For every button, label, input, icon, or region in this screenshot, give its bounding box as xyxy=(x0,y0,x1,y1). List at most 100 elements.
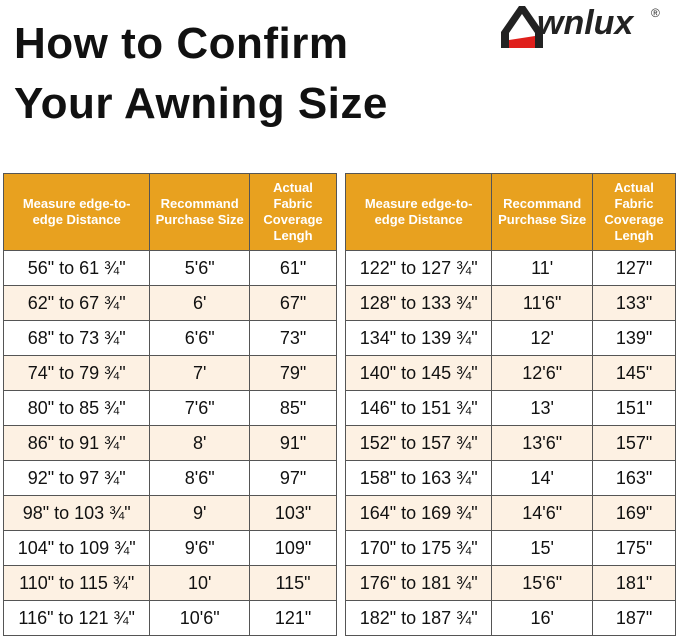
page-title: How to Confirm Your Awning Size xyxy=(14,14,388,134)
table-row: 98" to 103 ¾" 9' 103" xyxy=(2,495,337,531)
coverage-cell: 139" xyxy=(592,320,676,356)
coverage-cell: 145" xyxy=(592,355,676,391)
header-purchase-size: Recommand Purchase Size xyxy=(491,173,594,251)
distance-cell: 116" to 121 ¾" xyxy=(2,600,151,636)
coverage-cell: 61" xyxy=(249,250,337,286)
coverage-cell: 97" xyxy=(249,460,337,496)
table-row: 146" to 151 ¾" 13' 151" xyxy=(344,390,676,426)
purchase-size-cell: 10' xyxy=(149,565,251,601)
table-row: 182" to 187 ¾" 16' 187" xyxy=(344,600,676,636)
header-distance: Measure edge-to-edge Distance xyxy=(2,173,151,251)
table-row: 104" to 109 ¾" 9'6" 109" xyxy=(2,530,337,566)
table-row: 86" to 91 ¾" 8' 91" xyxy=(2,425,337,461)
table-row: 116" to 121 ¾" 10'6" 121" xyxy=(2,600,337,636)
distance-cell: 128" to 133 ¾" xyxy=(344,285,493,321)
table-row: 110" to 115 ¾" 10' 115" xyxy=(2,565,337,601)
purchase-size-cell: 6'6" xyxy=(149,320,251,356)
purchase-size-cell: 11' xyxy=(491,250,594,286)
awnlux-logo: wnlux ® xyxy=(497,2,677,52)
coverage-cell: 133" xyxy=(592,285,676,321)
header-coverage: Actual Fabric Coverage Lengh xyxy=(592,173,676,251)
distance-cell: 92" to 97 ¾" xyxy=(2,460,151,496)
distance-cell: 164" to 169 ¾" xyxy=(344,495,493,531)
distance-cell: 110" to 115 ¾" xyxy=(2,565,151,601)
header-purchase-size: Recommand Purchase Size xyxy=(149,173,251,251)
purchase-size-cell: 11'6" xyxy=(491,285,594,321)
table-row: 56" to 61 ¾" 5'6" 61" xyxy=(2,250,337,286)
purchase-size-cell: 5'6" xyxy=(149,250,251,286)
coverage-cell: 103" xyxy=(249,495,337,531)
table-row: 134" to 139 ¾" 12' 139" xyxy=(344,320,676,356)
purchase-size-cell: 12' xyxy=(491,320,594,356)
distance-cell: 56" to 61 ¾" xyxy=(2,250,151,286)
distance-cell: 134" to 139 ¾" xyxy=(344,320,493,356)
size-table-left: Measure edge-to-edge Distance Recommand … xyxy=(2,173,337,636)
coverage-cell: 79" xyxy=(249,355,337,391)
coverage-cell: 121" xyxy=(249,600,337,636)
table-row: 74" to 79 ¾" 7' 79" xyxy=(2,355,337,391)
title-line-2: Your Awning Size xyxy=(14,79,388,128)
distance-cell: 176" to 181 ¾" xyxy=(344,565,493,601)
table-row: 176" to 181 ¾" 15'6" 181" xyxy=(344,565,676,601)
purchase-size-cell: 9'6" xyxy=(149,530,251,566)
table-row: 170" to 175 ¾" 15' 175" xyxy=(344,530,676,566)
distance-cell: 140" to 145 ¾" xyxy=(344,355,493,391)
table-row: 158" to 163 ¾" 14' 163" xyxy=(344,460,676,496)
purchase-size-cell: 15' xyxy=(491,530,594,566)
purchase-size-cell: 7'6" xyxy=(149,390,251,426)
distance-cell: 98" to 103 ¾" xyxy=(2,495,151,531)
purchase-size-cell: 9' xyxy=(149,495,251,531)
table-row: 122" to 127 ¾" 11' 127" xyxy=(344,250,676,286)
coverage-cell: 67" xyxy=(249,285,337,321)
table-row: 80" to 85 ¾" 7'6" 85" xyxy=(2,390,337,426)
table-row: 68" to 73 ¾" 6'6" 73" xyxy=(2,320,337,356)
coverage-cell: 127" xyxy=(592,250,676,286)
purchase-size-cell: 12'6" xyxy=(491,355,594,391)
header-coverage: Actual Fabric Coverage Lengh xyxy=(249,173,337,251)
purchase-size-cell: 8' xyxy=(149,425,251,461)
purchase-size-cell: 7' xyxy=(149,355,251,391)
distance-cell: 104" to 109 ¾" xyxy=(2,530,151,566)
coverage-cell: 85" xyxy=(249,390,337,426)
coverage-cell: 157" xyxy=(592,425,676,461)
purchase-size-cell: 13'6" xyxy=(491,425,594,461)
distance-cell: 86" to 91 ¾" xyxy=(2,425,151,461)
coverage-cell: 169" xyxy=(592,495,676,531)
distance-cell: 152" to 157 ¾" xyxy=(344,425,493,461)
coverage-cell: 175" xyxy=(592,530,676,566)
purchase-size-cell: 8'6" xyxy=(149,460,251,496)
distance-cell: 68" to 73 ¾" xyxy=(2,320,151,356)
table-row: 128" to 133 ¾" 11'6" 133" xyxy=(344,285,676,321)
size-table-right: Measure edge-to-edge Distance Recommand … xyxy=(344,173,676,636)
registered-mark: ® xyxy=(651,6,660,20)
table-row: 62" to 67 ¾" 6' 67" xyxy=(2,285,337,321)
coverage-cell: 187" xyxy=(592,600,676,636)
purchase-size-cell: 13' xyxy=(491,390,594,426)
distance-cell: 146" to 151 ¾" xyxy=(344,390,493,426)
distance-cell: 158" to 163 ¾" xyxy=(344,460,493,496)
coverage-cell: 151" xyxy=(592,390,676,426)
table-row: 164" to 169 ¾" 14'6" 169" xyxy=(344,495,676,531)
table-row: 92" to 97 ¾" 8'6" 97" xyxy=(2,460,337,496)
purchase-size-cell: 14' xyxy=(491,460,594,496)
coverage-cell: 73" xyxy=(249,320,337,356)
logo-text: wnlux xyxy=(537,4,634,42)
distance-cell: 170" to 175 ¾" xyxy=(344,530,493,566)
coverage-cell: 109" xyxy=(249,530,337,566)
coverage-cell: 181" xyxy=(592,565,676,601)
distance-cell: 80" to 85 ¾" xyxy=(2,390,151,426)
distance-cell: 122" to 127 ¾" xyxy=(344,250,493,286)
purchase-size-cell: 10'6" xyxy=(149,600,251,636)
coverage-cell: 91" xyxy=(249,425,337,461)
purchase-size-cell: 6' xyxy=(149,285,251,321)
title-line-1: How to Confirm xyxy=(14,19,349,68)
header-distance: Measure edge-to-edge Distance xyxy=(344,173,493,251)
coverage-cell: 163" xyxy=(592,460,676,496)
distance-cell: 74" to 79 ¾" xyxy=(2,355,151,391)
coverage-cell: 115" xyxy=(249,565,337,601)
distance-cell: 62" to 67 ¾" xyxy=(2,285,151,321)
purchase-size-cell: 16' xyxy=(491,600,594,636)
purchase-size-cell: 15'6" xyxy=(491,565,594,601)
purchase-size-cell: 14'6" xyxy=(491,495,594,531)
table-row: 140" to 145 ¾" 12'6" 145" xyxy=(344,355,676,391)
